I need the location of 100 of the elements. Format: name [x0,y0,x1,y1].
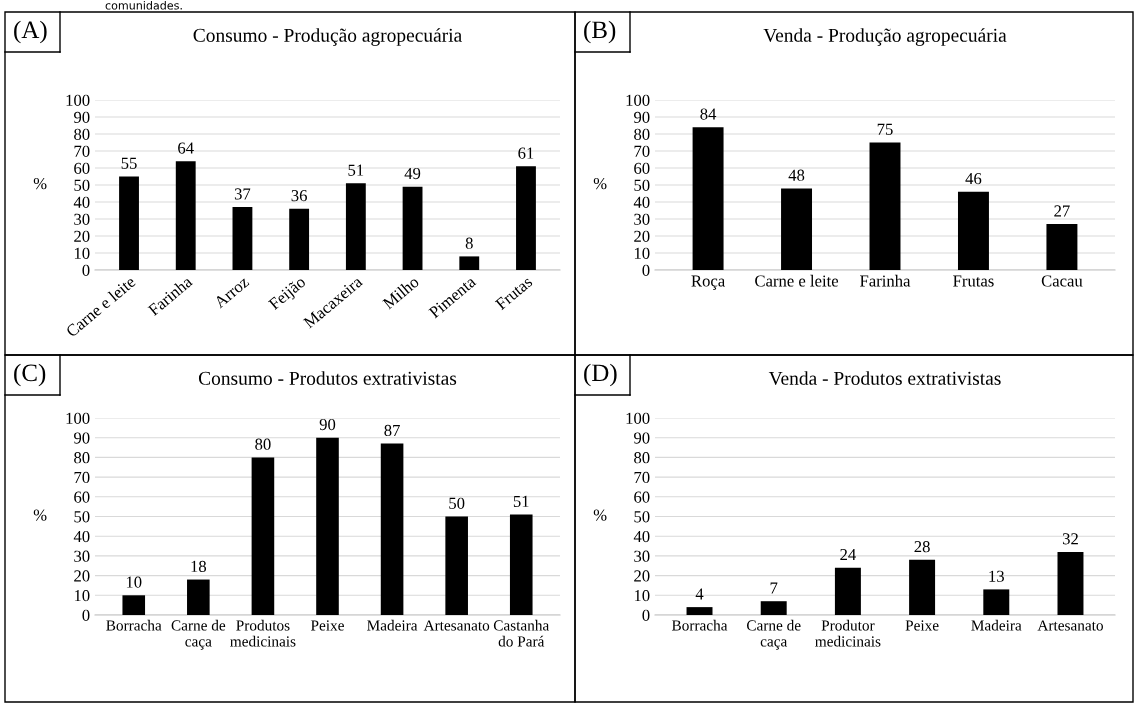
data-label: 37 [234,188,251,200]
bar [983,589,1010,615]
bar [402,186,423,270]
data-label: 27 [1054,205,1070,217]
y-tick-label: 0 [82,264,90,276]
text: (A) [14,20,47,44]
data-label: 55 [121,157,137,169]
y-tick-label: 40 [73,530,90,543]
data-label: 87 [384,424,400,437]
y-tick-label: 60 [74,162,90,174]
bar [251,457,275,615]
bar [289,208,310,270]
data-label: 49 [404,167,421,180]
y-tick-label: 30 [74,550,90,562]
bar [692,127,724,270]
y-tick-label: 80 [74,452,90,464]
y-tick-label: 0 [642,609,650,621]
x-tick-label: Produtor medicinais [815,619,881,647]
data-label: 51 [513,495,529,507]
x-tick-label: Borracha [106,619,162,631]
bar [316,437,339,615]
data-label: 50 [449,497,465,509]
y-tick-label: 30 [74,213,90,225]
y-tick-label: 70 [74,145,90,157]
data-label: 4 [695,588,704,600]
bar [345,183,366,270]
x-tick-label: Madeira [367,619,418,631]
y-tick-label: 100 [66,412,90,424]
y-tick-label: 10 [634,247,650,259]
y-tick-label: 10 [634,590,650,602]
x-tick-label: Peixe [905,620,939,631]
y-tick-label: 10 [74,247,90,259]
y-tick-label: 40 [633,530,650,543]
y-tick-label: 100 [626,412,650,424]
data-label: 18 [191,560,207,572]
x-tick-label: Peixe [310,620,344,631]
text: (B) [584,20,616,44]
bar [122,595,146,615]
data-label: 8 [465,237,473,249]
y-tick-label: 100 [66,94,90,106]
bar [957,191,989,270]
y-tick-label: 90 [74,432,90,444]
text: (C) [14,363,46,387]
y-tick-label: 30 [634,550,650,562]
y-axis-title: % [33,509,47,521]
y-tick-label: 90 [634,432,650,444]
y-tick-label: 20 [634,230,650,242]
bar [760,601,787,615]
x-tick-label: Carne de caça [746,619,801,650]
y-axis-title: % [33,177,47,190]
y-tick-label: 80 [74,128,90,140]
data-label: 24 [840,548,856,560]
y-tick-label: 50 [634,511,650,523]
bar [834,567,861,615]
y-tick-label: 100 [626,94,650,106]
y-tick-label: 10 [74,590,90,602]
data-label: 64 [178,142,194,154]
data-label: 10 [126,576,142,588]
x-tick-label: Castanha do Pará [493,619,550,647]
text: comunidades. [105,1,182,10]
x-tick-label: Artesanato [423,620,490,631]
data-label: 51 [348,164,364,176]
bar [119,176,139,270]
bar [175,161,196,270]
y-axis-title: % [593,509,607,521]
data-label: 13 [989,570,1004,582]
bar [686,607,713,615]
data-label: 75 [877,123,893,135]
bar [232,207,253,270]
bar [516,166,536,270]
x-tick-label: Artesanato [1037,620,1103,631]
y-tick-label: 80 [634,128,650,140]
y-axis-title: % [593,177,607,190]
x-tick-label: Carne e leite [755,274,839,287]
bar [781,188,813,270]
y-tick-label: 90 [74,111,90,123]
x-tick-label: Borracha [671,619,728,631]
y-tick-label: 70 [634,145,650,157]
x-tick-label: Farinha [860,274,911,287]
bar [869,142,901,270]
x-tick-label: Cacau [1041,275,1083,287]
chart-title: Consumo - Produção agropecuária [193,28,462,46]
x-tick-label: Roça [691,275,725,290]
chart-title: Venda - Produtos extrativistas [768,371,1001,385]
y-tick-label: 70 [634,471,650,484]
bar [1057,551,1084,615]
text: (D) [584,363,617,387]
bar [909,559,936,615]
data-label: 48 [788,169,805,181]
data-label: 61 [518,147,534,159]
data-label: 90 [319,418,336,431]
y-tick-label: 20 [634,570,650,582]
x-tick-label: Madeira [971,619,1022,631]
bar [1046,224,1078,270]
y-tick-label: 70 [74,471,90,484]
data-label: 46 [965,173,982,185]
y-tick-label: 60 [74,491,90,503]
y-tick-label: 50 [74,511,90,523]
y-tick-label: 40 [633,196,650,208]
bar [459,256,480,270]
